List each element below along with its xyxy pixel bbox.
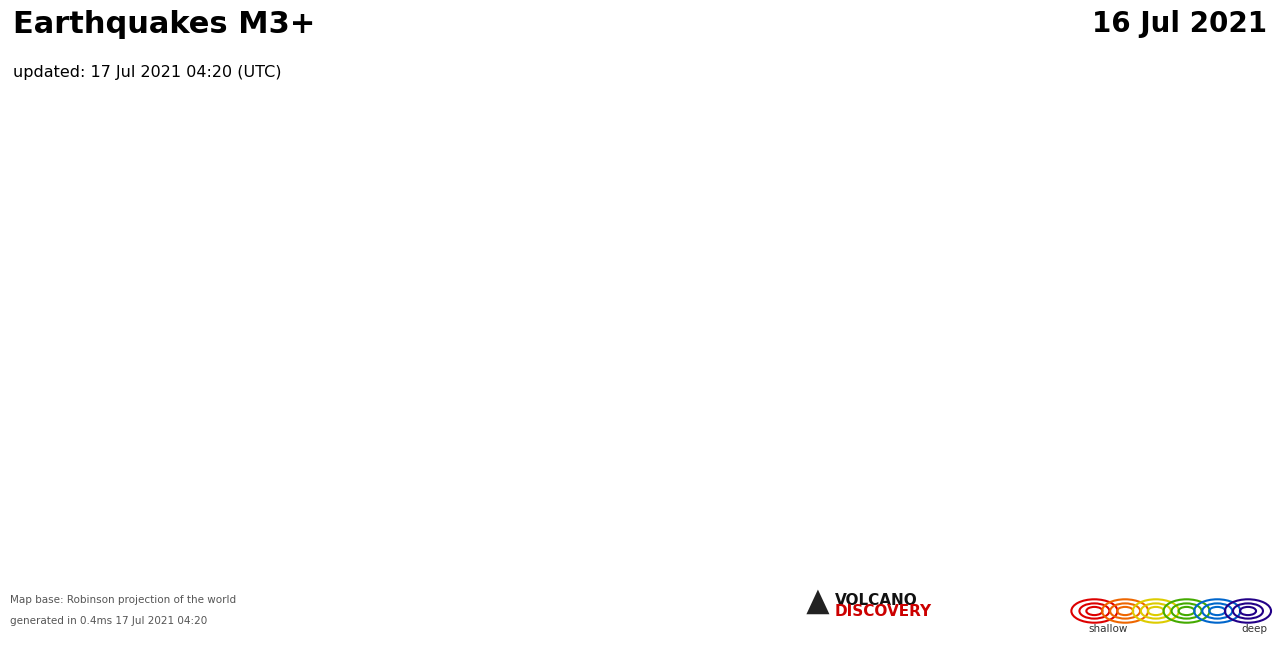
Text: VOLCANO: VOLCANO xyxy=(835,593,918,608)
Text: 16 Jul 2021: 16 Jul 2021 xyxy=(1092,10,1267,38)
Text: Earthquakes M3+: Earthquakes M3+ xyxy=(13,10,315,39)
Text: shallow: shallow xyxy=(1088,624,1128,634)
Text: Map base: Robinson projection of the world: Map base: Robinson projection of the wor… xyxy=(10,595,237,604)
Text: deep: deep xyxy=(1242,624,1267,634)
Text: updated: 17 Jul 2021 04:20 (UTC): updated: 17 Jul 2021 04:20 (UTC) xyxy=(13,65,282,80)
Text: DISCOVERY: DISCOVERY xyxy=(835,604,932,619)
Text: generated in 0.4ms 17 Jul 2021 04:20: generated in 0.4ms 17 Jul 2021 04:20 xyxy=(10,616,207,626)
